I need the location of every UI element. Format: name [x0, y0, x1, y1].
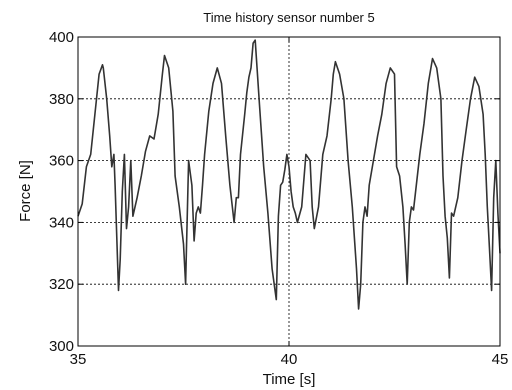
y-tick-label: 400: [49, 29, 74, 46]
grid-lines: [78, 37, 500, 346]
y-tick-label: 320: [49, 276, 74, 293]
x-tick-label: 45: [492, 351, 509, 368]
x-tick-labels: 35 40 45: [70, 351, 509, 368]
x-tick-label: 35: [70, 351, 87, 368]
y-tick-labels: 300 320 340 360 380 400: [49, 29, 74, 355]
y-tick-label: 380: [49, 91, 74, 108]
x-tick-label: 40: [281, 351, 298, 368]
chart-title: Time history sensor number 5: [203, 10, 374, 25]
y-tick-label: 300: [49, 338, 74, 355]
axis-ticks: [77, 36, 501, 347]
plot-background: [78, 37, 500, 346]
series-line-sensor-5: [77, 39, 501, 310]
y-tick-label: 360: [49, 153, 74, 170]
y-tick-label: 340: [49, 214, 74, 231]
x-axis-label: Time [s]: [263, 371, 316, 388]
y-axis-label: Force [N]: [17, 160, 34, 222]
